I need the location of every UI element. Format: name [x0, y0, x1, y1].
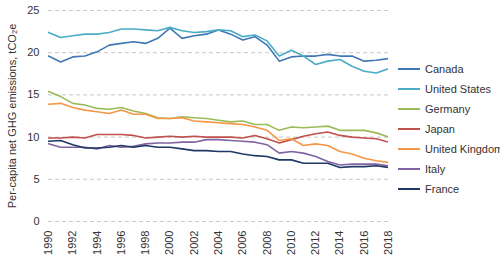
html-text:Japan: Japan — [425, 122, 455, 135]
svg-text:1994: 1994 — [91, 231, 103, 255]
svg-text:2008: 2008 — [261, 231, 273, 255]
svg-text:2000: 2000 — [163, 231, 175, 255]
svg-text:15: 15 — [27, 88, 39, 100]
svg-text:2016: 2016 — [358, 231, 370, 255]
html-text:France: France — [425, 182, 460, 195]
svg-text:2004: 2004 — [212, 231, 224, 255]
html-text:Canada: Canada — [425, 62, 464, 75]
svg-text:2014: 2014 — [333, 231, 345, 255]
svg-text:Per-capita net GHG emissions,: Per-capita net GHG emissions, tCO₂e — [6, 24, 18, 209]
html-text:United States: United States — [425, 82, 491, 95]
svg-text:0: 0 — [33, 215, 39, 227]
svg-text:1992: 1992 — [66, 231, 78, 255]
svg-text:10: 10 — [27, 131, 39, 143]
svg-text:5: 5 — [33, 173, 39, 185]
svg-text:2018: 2018 — [382, 231, 394, 255]
svg-text:25: 25 — [27, 4, 39, 16]
svg-text:2006: 2006 — [236, 231, 248, 255]
svg-text:20: 20 — [27, 46, 39, 58]
svg-text:1998: 1998 — [139, 231, 151, 255]
svg-text:2012: 2012 — [309, 231, 321, 255]
svg-text:2010: 2010 — [285, 231, 297, 255]
html-text:Italy: Italy — [425, 162, 446, 175]
svg-text:1996: 1996 — [115, 231, 127, 255]
svg-text:2002: 2002 — [188, 231, 200, 255]
svg-text:1990: 1990 — [42, 231, 54, 255]
html-text:Germany: Germany — [425, 102, 471, 115]
